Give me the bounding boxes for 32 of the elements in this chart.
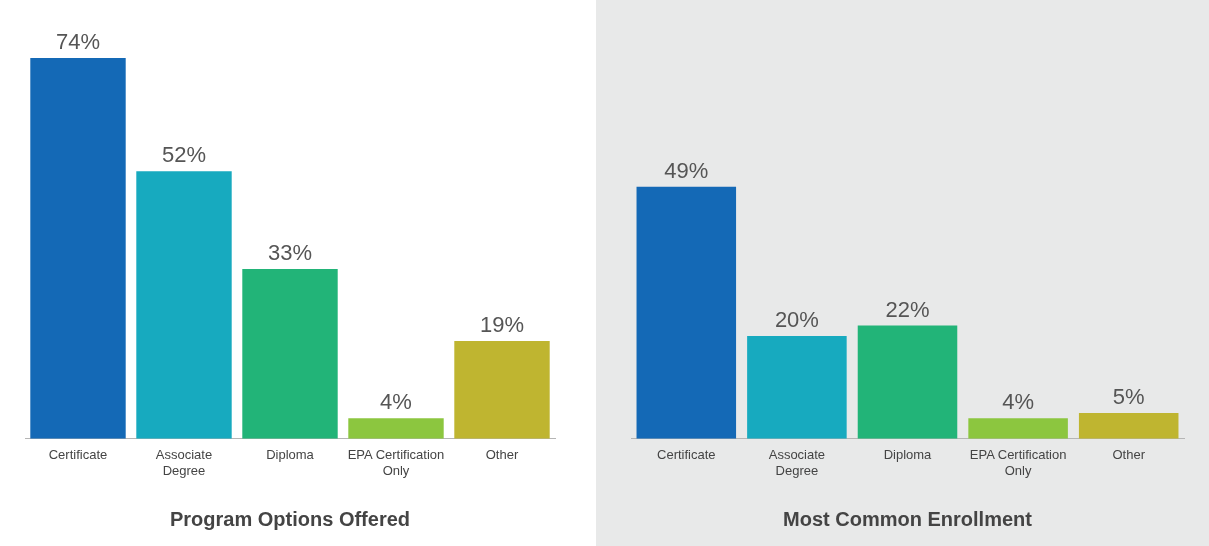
- data-label: 4%: [380, 389, 412, 415]
- bar: [136, 171, 232, 439]
- bar: [30, 58, 126, 439]
- bar: [857, 325, 958, 439]
- data-label: 33%: [267, 240, 313, 266]
- data-label: 20%: [774, 306, 819, 332]
- bar: [747, 335, 847, 439]
- x-tick-label: Diploma: [883, 447, 933, 463]
- data-label: 52%: [161, 142, 207, 168]
- bar: [968, 418, 1068, 439]
- data-label: 74%: [55, 29, 101, 55]
- x-tick-label: Associate Degree: [768, 447, 826, 478]
- bar: [348, 418, 444, 439]
- data-label: 5%: [1112, 384, 1145, 410]
- x-tick-label: Diploma: [266, 447, 315, 463]
- data-label: 49%: [664, 157, 709, 183]
- x-axis-title: Most Common Enrollment: [783, 507, 1033, 530]
- bar: [242, 269, 338, 439]
- x-axis-title: Program Options Offered: [169, 507, 411, 530]
- x-tick-label: EPA Certification Only: [969, 447, 1067, 478]
- x-tick-label: Other: [1112, 447, 1146, 463]
- x-tick-label: Certificate: [48, 447, 108, 463]
- x-tick-label: Certificate: [657, 447, 716, 463]
- x-tick-label: Other: [485, 447, 519, 463]
- bar: [454, 341, 550, 439]
- data-label: 4%: [1002, 389, 1034, 415]
- x-tick-label: EPA Certification Only: [347, 447, 445, 478]
- bar: [636, 186, 737, 439]
- x-tick-label: Associate Degree: [155, 447, 213, 478]
- data-label: 19%: [479, 312, 525, 338]
- bar: [1078, 413, 1179, 439]
- data-label: 22%: [885, 296, 930, 322]
